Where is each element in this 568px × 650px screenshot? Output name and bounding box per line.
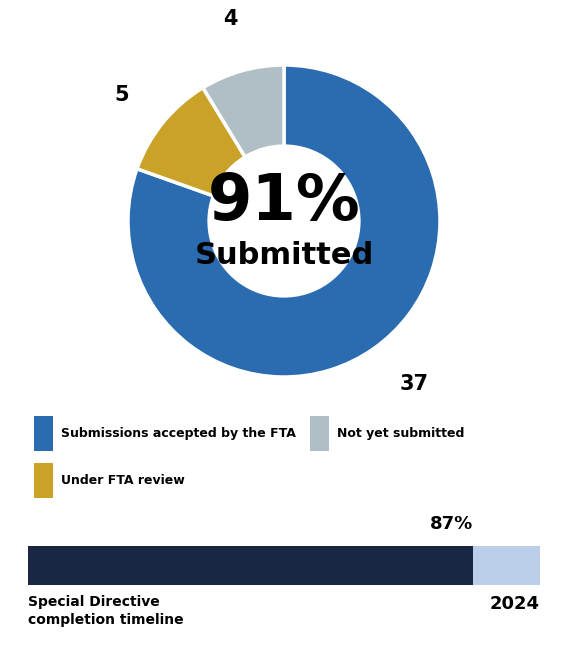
Bar xyxy=(28,546,473,585)
Text: Under FTA review: Under FTA review xyxy=(61,474,185,487)
Wedge shape xyxy=(137,88,245,196)
Text: Submissions accepted by the FTA: Submissions accepted by the FTA xyxy=(61,427,295,440)
Text: 87%: 87% xyxy=(430,515,473,533)
Text: 5: 5 xyxy=(115,85,129,105)
Bar xyxy=(34,416,53,450)
Text: 91%: 91% xyxy=(208,172,360,233)
Text: Not yet submitted: Not yet submitted xyxy=(337,427,464,440)
Bar xyxy=(310,416,329,450)
Wedge shape xyxy=(128,65,440,377)
Bar xyxy=(28,546,540,585)
Text: Submitted: Submitted xyxy=(194,240,374,270)
Text: 4: 4 xyxy=(223,8,237,29)
Text: Special Directive
completion timeline: Special Directive completion timeline xyxy=(28,595,184,627)
Wedge shape xyxy=(203,65,284,157)
Text: 2024: 2024 xyxy=(490,595,540,614)
Text: 37: 37 xyxy=(399,374,428,394)
Bar xyxy=(34,463,53,498)
